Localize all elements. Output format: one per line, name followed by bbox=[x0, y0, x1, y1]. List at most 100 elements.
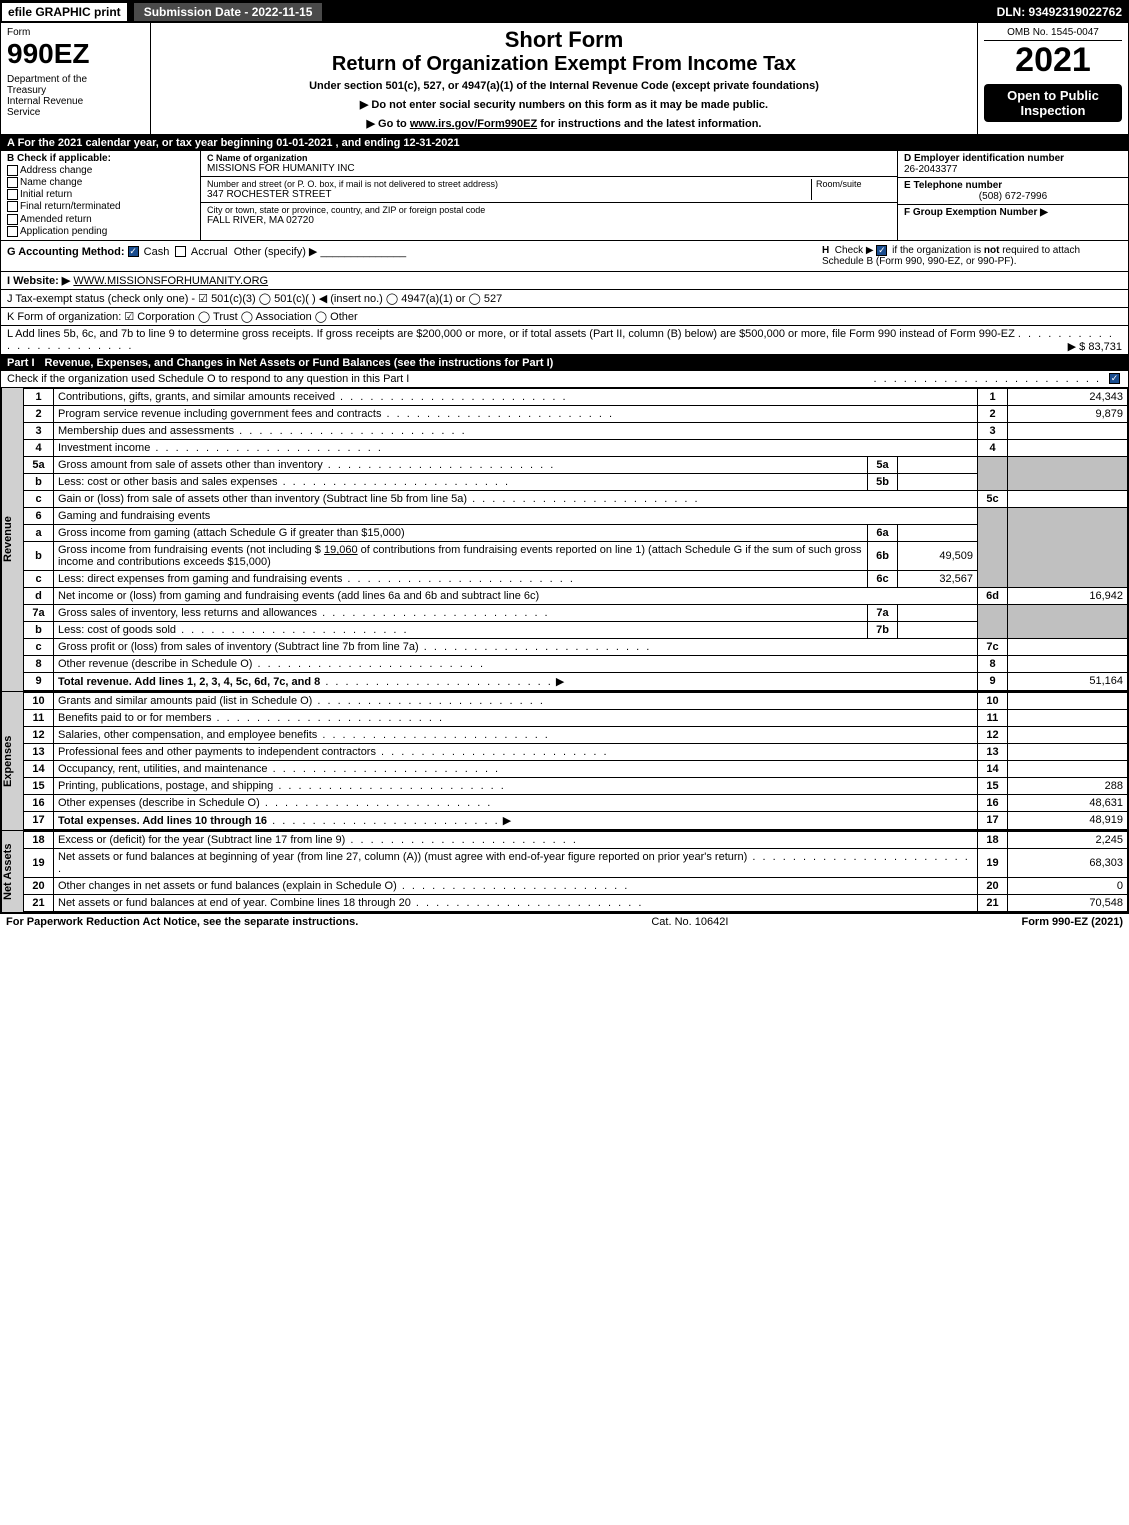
line-6: 6Gaming and fundraising events bbox=[24, 507, 1128, 524]
top-bar: efile GRAPHIC print Submission Date - 20… bbox=[1, 1, 1128, 23]
check-initial-return[interactable]: Initial return bbox=[7, 189, 194, 200]
info-block: B Check if applicable: Address change Na… bbox=[1, 151, 1128, 241]
line-14: 14Occupancy, rent, utilities, and mainte… bbox=[24, 760, 1128, 777]
part1-header: Part I Revenue, Expenses, and Changes in… bbox=[1, 355, 1128, 371]
line-9: 9Total revenue. Add lines 1, 2, 3, 4, 5c… bbox=[24, 672, 1128, 690]
line-7b: bLess: cost of goods sold7b bbox=[24, 621, 1128, 638]
line-18: 18Excess or (deficit) for the year (Subt… bbox=[24, 831, 1128, 848]
line-2: 2Program service revenue including gover… bbox=[24, 405, 1128, 422]
check-name-change[interactable]: Name change bbox=[7, 177, 194, 188]
website[interactable]: WWW.MISSIONSFORHUMANITY.ORG bbox=[73, 275, 268, 287]
footer-mid: Cat. No. 10642I bbox=[651, 916, 728, 928]
part1-title: Revenue, Expenses, and Changes in Net As… bbox=[45, 357, 554, 369]
group-label: F Group Exemption Number ▶ bbox=[904, 207, 1122, 218]
col-b: B Check if applicable: Address change Na… bbox=[1, 151, 201, 240]
row-g: G Accounting Method: ✓ Cash Accrual Othe… bbox=[7, 245, 822, 267]
tel-label: E Telephone number bbox=[904, 180, 1122, 191]
omb-number: OMB No. 1545-0047 bbox=[984, 27, 1122, 41]
header-left: Form 990EZ Department of theTreasuryInte… bbox=[1, 23, 151, 134]
line-15: 15Printing, publications, postage, and s… bbox=[24, 777, 1128, 794]
g-label: G Accounting Method: bbox=[7, 246, 125, 258]
row-l: L Add lines 5b, 6c, and 7b to line 9 to … bbox=[1, 326, 1128, 355]
org-city: FALL RIVER, MA 02720 bbox=[207, 215, 891, 226]
line-6c: cLess: direct expenses from gaming and f… bbox=[24, 570, 1128, 587]
part1-label: Part I bbox=[7, 357, 35, 369]
expenses-table: 10Grants and similar amounts paid (list … bbox=[23, 692, 1128, 830]
check-accrual[interactable] bbox=[175, 246, 186, 257]
check-schedule-b[interactable]: ✓ bbox=[876, 245, 887, 256]
row-j: J Tax-exempt status (check only one) - ☑… bbox=[1, 290, 1128, 308]
org-name-label: C Name of organization bbox=[207, 153, 891, 163]
revenue-label: Revenue bbox=[1, 388, 23, 691]
l-text: L Add lines 5b, 6c, and 7b to line 9 to … bbox=[7, 328, 1015, 340]
form-label: Form bbox=[7, 27, 144, 38]
line-21: 21Net assets or fund balances at end of … bbox=[24, 894, 1128, 911]
tel: (508) 672-7996 bbox=[904, 191, 1122, 202]
col-c: C Name of organization MISSIONS FOR HUMA… bbox=[201, 151, 898, 240]
line-20: 20Other changes in net assets or fund ba… bbox=[24, 877, 1128, 894]
check-cash[interactable]: ✓ bbox=[128, 246, 139, 257]
org-addr-row: Number and street (or P. O. box, if mail… bbox=[201, 177, 897, 203]
submission-date: Submission Date - 2022-11-15 bbox=[134, 3, 323, 21]
revenue-section: Revenue 1Contributions, gifts, grants, a… bbox=[1, 388, 1128, 692]
section-a: A For the 2021 calendar year, or tax yea… bbox=[1, 135, 1128, 151]
line-13: 13Professional fees and other payments t… bbox=[24, 743, 1128, 760]
room-label: Room/suite bbox=[816, 179, 891, 189]
line-5c: cGain or (loss) from sale of assets othe… bbox=[24, 490, 1128, 507]
dln: DLN: 93492319022762 bbox=[997, 5, 1128, 19]
check-schedule-o[interactable]: ✓ bbox=[1109, 373, 1120, 384]
part1-check-text: Check if the organization used Schedule … bbox=[7, 373, 873, 385]
irs-link[interactable]: www.irs.gov/Form990EZ bbox=[410, 118, 537, 130]
netassets-label: Net Assets bbox=[1, 831, 23, 912]
efile-label: efile GRAPHIC print bbox=[1, 2, 128, 22]
department: Department of theTreasuryInternal Revenu… bbox=[7, 74, 144, 118]
title-short-form: Short Form bbox=[157, 27, 971, 53]
col-b-header: B Check if applicable: bbox=[7, 153, 194, 164]
footer-right: Form 990-EZ (2021) bbox=[1021, 916, 1123, 928]
part1-check: Check if the organization used Schedule … bbox=[1, 371, 1128, 388]
check-final-return[interactable]: Final return/terminated bbox=[7, 201, 194, 212]
line-5b: bLess: cost or other basis and sales exp… bbox=[24, 473, 1128, 490]
line-6b: bGross income from fundraising events (n… bbox=[24, 541, 1128, 570]
instruction-1: ▶ Do not enter social security numbers o… bbox=[157, 98, 971, 111]
footer: For Paperwork Reduction Act Notice, see … bbox=[0, 914, 1129, 930]
line-7c: cGross profit or (loss) from sales of in… bbox=[24, 638, 1128, 655]
line-10: 10Grants and similar amounts paid (list … bbox=[24, 692, 1128, 709]
line-4: 4Investment income4 bbox=[24, 439, 1128, 456]
form-number: 990EZ bbox=[7, 38, 144, 70]
tax-year: 2021 bbox=[984, 41, 1122, 80]
header-center: Short Form Return of Organization Exempt… bbox=[151, 23, 978, 134]
addr-label: Number and street (or P. O. box, if mail… bbox=[207, 179, 811, 189]
netassets-table: 18Excess or (deficit) for the year (Subt… bbox=[23, 831, 1128, 912]
footer-left: For Paperwork Reduction Act Notice, see … bbox=[6, 916, 358, 928]
line-8: 8Other revenue (describe in Schedule O)8 bbox=[24, 655, 1128, 672]
expenses-label: Expenses bbox=[1, 692, 23, 830]
org-name-row: C Name of organization MISSIONS FOR HUMA… bbox=[201, 151, 897, 177]
netassets-section: Net Assets 18Excess or (deficit) for the… bbox=[1, 831, 1128, 913]
title-return: Return of Organization Exempt From Incom… bbox=[157, 53, 971, 76]
tel-row: E Telephone number (508) 672-7996 bbox=[898, 178, 1128, 205]
city-label: City or town, state or province, country… bbox=[207, 205, 891, 215]
check-amended-return[interactable]: Amended return bbox=[7, 214, 194, 225]
row-h: H Check ▶ ✓ if the organization is not r… bbox=[822, 245, 1122, 267]
row-k: K Form of organization: ☑ Corporation ◯ … bbox=[1, 308, 1128, 326]
ein-label: D Employer identification number bbox=[904, 153, 1122, 164]
ein-row: D Employer identification number 26-2043… bbox=[898, 151, 1128, 178]
line-6d: dNet income or (loss) from gaming and fu… bbox=[24, 587, 1128, 604]
subtitle: Under section 501(c), 527, or 4947(a)(1)… bbox=[157, 80, 971, 92]
header-right: OMB No. 1545-0047 2021 Open to Public In… bbox=[978, 23, 1128, 134]
open-to-public: Open to Public Inspection bbox=[984, 84, 1122, 122]
ein: 26-2043377 bbox=[904, 164, 1122, 175]
line-7a: 7aGross sales of inventory, less returns… bbox=[24, 604, 1128, 621]
revenue-table: 1Contributions, gifts, grants, and simil… bbox=[23, 388, 1128, 691]
check-application-pending[interactable]: Application pending bbox=[7, 226, 194, 237]
expenses-section: Expenses 10Grants and similar amounts pa… bbox=[1, 692, 1128, 831]
inst2-pre: ▶ Go to bbox=[367, 118, 410, 130]
row-i: I Website: ▶ WWW.MISSIONSFORHUMANITY.ORG bbox=[1, 272, 1128, 290]
group-row: F Group Exemption Number ▶ bbox=[898, 205, 1128, 220]
org-address: 347 ROCHESTER STREET bbox=[207, 189, 811, 200]
check-address-change[interactable]: Address change bbox=[7, 165, 194, 176]
l-amount: ▶ $ 83,731 bbox=[1068, 340, 1122, 353]
line-1: 1Contributions, gifts, grants, and simil… bbox=[24, 388, 1128, 405]
line-3: 3Membership dues and assessments3 bbox=[24, 422, 1128, 439]
